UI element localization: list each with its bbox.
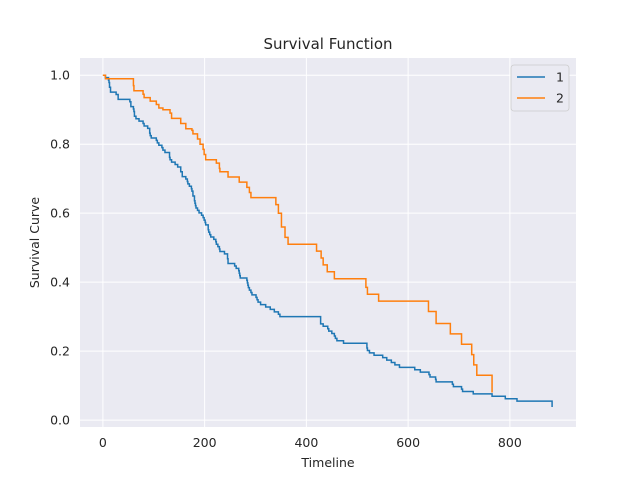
y-tick-label: 1.0 (50, 68, 70, 83)
x-tick-label: 400 (294, 435, 318, 450)
x-tick-label: 600 (396, 435, 420, 450)
y-axis-label: Survival Curve (27, 197, 42, 289)
x-tick-label: 0 (99, 435, 107, 450)
series-lines (102, 74, 553, 407)
y-axis-ticks: 0.0 0.2 0.4 0.6 0.8 1.0 (50, 68, 70, 428)
plot-area (80, 58, 576, 427)
legend-label: 1 (556, 70, 564, 85)
y-tick-label: 0.6 (50, 206, 70, 221)
y-tick-label: 0.4 (50, 275, 70, 290)
legend-label: 2 (556, 91, 564, 106)
y-tick-label: 0.2 (50, 344, 70, 359)
chart-title: Survival Function (263, 35, 392, 53)
series-2-line (102, 74, 493, 393)
x-tick-label: 200 (193, 435, 217, 450)
y-tick-label: 0.0 (50, 413, 70, 428)
legend: 12 (510, 64, 570, 112)
x-axis-ticks: 0 200 400 600 800 (99, 435, 522, 450)
y-tick-label: 0.8 (50, 137, 70, 152)
grid (80, 58, 576, 427)
x-axis-label: Timeline (300, 455, 354, 470)
series-1-line (102, 74, 553, 407)
x-tick-label: 800 (498, 435, 522, 450)
